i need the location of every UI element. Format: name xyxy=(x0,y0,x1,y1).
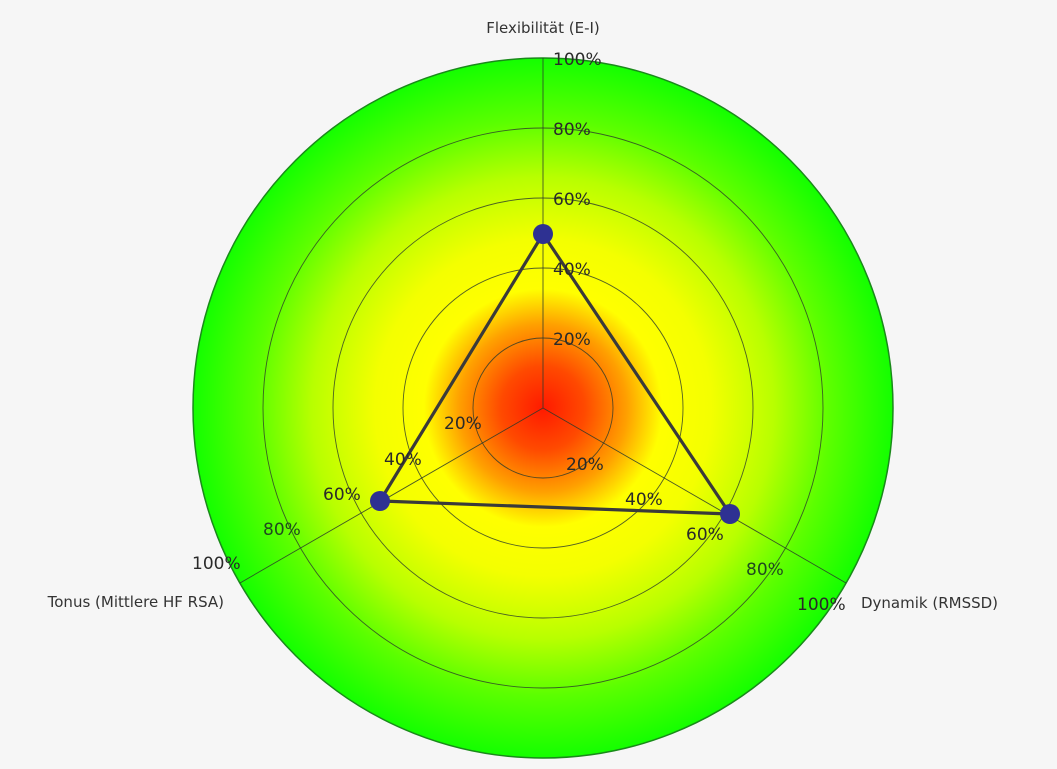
tick-60-left: 60% xyxy=(323,485,361,505)
tick-40-right: 40% xyxy=(625,490,663,510)
tick-60-right: 60% xyxy=(686,525,724,545)
tick-100-right: 100% xyxy=(797,595,846,615)
tick-40-top: 40% xyxy=(553,260,591,280)
tick-80-left: 80% xyxy=(263,520,301,540)
tick-40-left: 40% xyxy=(384,450,422,470)
tick-labels-top-axis: 20% 40% 60% 80% 100% xyxy=(553,50,602,350)
tick-80-top: 80% xyxy=(553,120,591,140)
axis-title-flexibilitaet: Flexibilität (E-I) xyxy=(486,19,600,37)
tick-labels-left-axis: 20% 40% 60% 80% 100% xyxy=(192,414,482,574)
tick-100-left: 100% xyxy=(192,554,241,574)
tick-80-right: 80% xyxy=(746,560,784,580)
data-point-flexibilitaet[interactable] xyxy=(533,224,553,244)
tick-100-top: 100% xyxy=(553,50,602,70)
data-polygon xyxy=(378,232,732,516)
data-point-tonus[interactable] xyxy=(370,491,390,511)
axis-title-dynamik: Dynamik (RMSSD) xyxy=(861,594,998,612)
tick-60-top: 60% xyxy=(553,190,591,210)
axis-title-tonus: Tonus (Mittlere HF RSA) xyxy=(47,593,224,611)
tick-20-right: 20% xyxy=(566,455,604,475)
tick-20-top: 20% xyxy=(553,330,591,350)
data-point-dynamik[interactable] xyxy=(720,504,740,524)
tick-labels-right-axis: 20% 40% 60% 80% 100% xyxy=(566,455,846,615)
tick-20-left: 20% xyxy=(444,414,482,434)
